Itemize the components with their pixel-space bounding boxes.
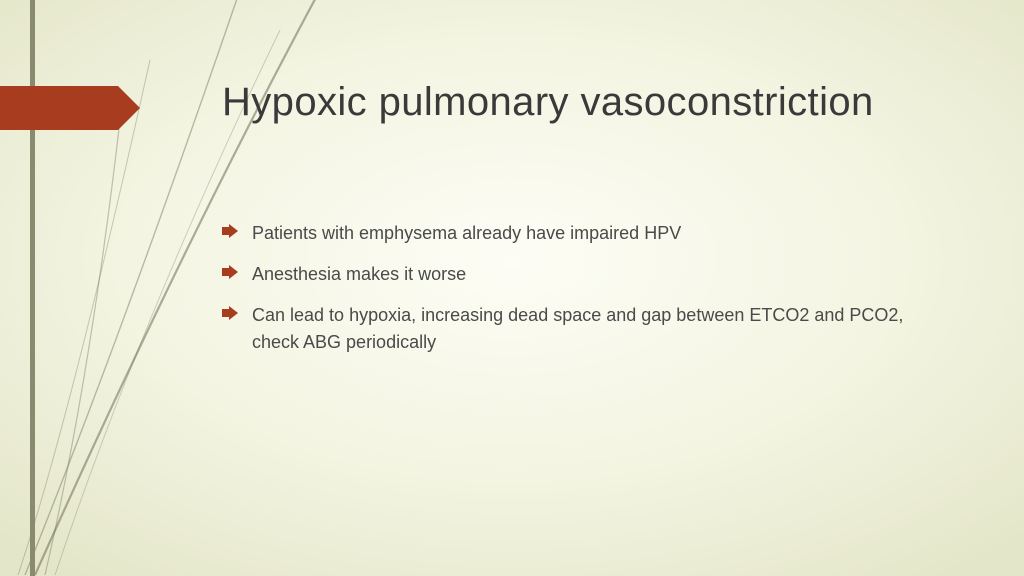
slide: Hypoxic pulmonary vasoconstriction Patie… (0, 0, 1024, 576)
bullet-item: Anesthesia makes it worse (222, 261, 942, 288)
arrow-body (0, 86, 118, 130)
bullet-arrow-icon (222, 224, 238, 238)
slide-body: Patients with emphysema already have imp… (222, 220, 942, 370)
title-arrow-marker (0, 86, 140, 130)
bullet-text: Patients with emphysema already have imp… (252, 220, 942, 247)
bullet-text: Can lead to hypoxia, increasing dead spa… (252, 302, 942, 356)
slide-title: Hypoxic pulmonary vasoconstriction (222, 80, 874, 125)
bullet-arrow-icon (222, 306, 238, 320)
bullet-text: Anesthesia makes it worse (252, 261, 942, 288)
bullet-arrow-icon (222, 265, 238, 279)
bullet-item: Patients with emphysema already have imp… (222, 220, 942, 247)
arrow-head-icon (118, 86, 140, 130)
bullet-item: Can lead to hypoxia, increasing dead spa… (222, 302, 942, 356)
